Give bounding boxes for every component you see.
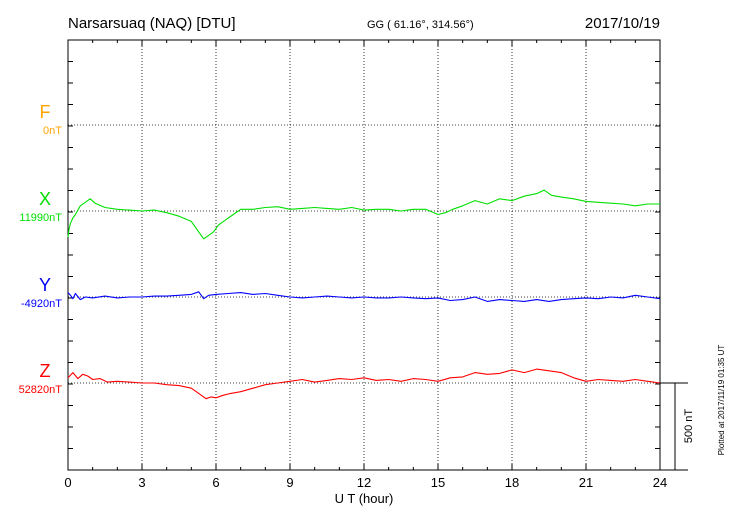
- x-tick-label: 0: [64, 475, 71, 490]
- x-tick-label: 9: [286, 475, 293, 490]
- scale-bar-label: 500 nT: [683, 409, 695, 444]
- x-tick-label: 15: [431, 475, 445, 490]
- x-tick-label: 24: [653, 475, 667, 490]
- series-name-f: F: [40, 102, 51, 122]
- series-baseline-f: 0nT: [43, 125, 62, 137]
- chart-date: 2017/10/19: [585, 15, 660, 32]
- x-axis-label: U T (hour): [335, 491, 394, 506]
- x-tick-label: 12: [357, 475, 371, 490]
- series-name-z: Z: [40, 361, 51, 381]
- x-tick-label: 18: [505, 475, 519, 490]
- x-tick-label: 6: [212, 475, 219, 490]
- station-coordinates: GG ( 61.16°, 314.56°): [367, 19, 474, 31]
- plotted-at-note: Plotted at 2017/11/19 01:35 UT: [717, 345, 726, 456]
- series-name-x: X: [39, 189, 51, 209]
- x-tick-label: 21: [579, 475, 593, 490]
- grid: [68, 40, 660, 470]
- series-lines: [67, 189, 661, 400]
- plot-frame: [67, 39, 661, 471]
- series-line-z: [67, 368, 661, 400]
- series-name-y: Y: [39, 275, 51, 295]
- series-line-x: [67, 189, 660, 240]
- series-baseline-z: 52820nT: [19, 384, 63, 396]
- series-baseline-y: -4920nT: [21, 298, 62, 310]
- scale-bar: 500 nT: [660, 382, 695, 471]
- axis-ticks: [67, 39, 661, 471]
- series-labels: F 0nT X 11990nT Y -4920nT Z 52820nT: [19, 102, 63, 396]
- series-line-y: [67, 291, 661, 302]
- x-tick-label: 3: [138, 475, 145, 490]
- chart-title: Narsarsuaq (NAQ) [DTU]: [68, 15, 236, 32]
- series-baseline-x: 11990nT: [19, 212, 62, 224]
- x-tick-labels: 0 3 6 9 12 15 18 21 24: [64, 475, 667, 490]
